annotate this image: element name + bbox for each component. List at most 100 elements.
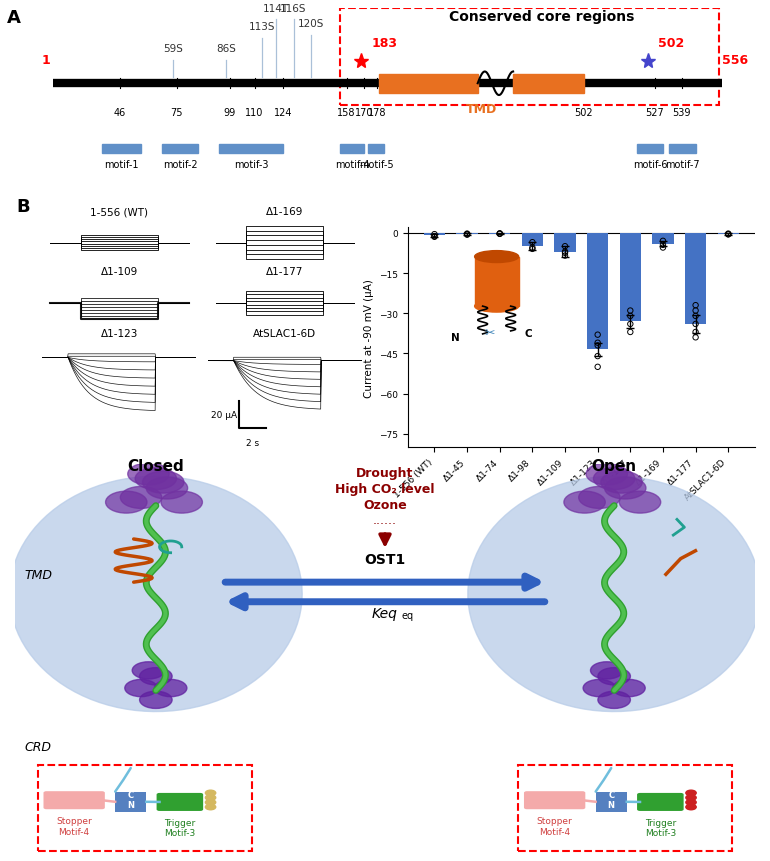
Text: 20 μA: 20 μA (211, 411, 237, 420)
Text: 110: 110 (246, 108, 264, 118)
Text: Stopper
Motif-4: Stopper Motif-4 (56, 816, 92, 836)
Text: N: N (608, 801, 614, 809)
Text: 158: 158 (337, 108, 356, 118)
Text: N: N (450, 332, 460, 343)
Text: 556: 556 (722, 54, 748, 67)
Text: motif-4: motif-4 (335, 160, 370, 170)
Circle shape (125, 679, 157, 697)
Text: 183: 183 (371, 37, 397, 50)
Point (657, 241, 669, 255)
Text: C: C (128, 790, 134, 799)
Bar (596, 791, 627, 812)
Circle shape (120, 486, 162, 509)
Circle shape (142, 472, 184, 493)
Point (461, 228, 474, 242)
Point (591, 337, 604, 350)
Text: Keq: Keq (372, 607, 398, 621)
Circle shape (206, 795, 216, 801)
Point (526, 236, 538, 250)
Point (689, 304, 701, 318)
Text: Conserved core regions: Conserved core regions (449, 10, 634, 24)
Text: OST1: OST1 (364, 552, 406, 566)
Bar (620, 233, 641, 322)
Bar (219, 145, 283, 154)
Point (624, 325, 637, 339)
Point (526, 243, 538, 257)
Point (624, 304, 637, 318)
Point (461, 228, 474, 242)
Text: motif-6: motif-6 (633, 160, 668, 170)
Circle shape (139, 691, 172, 709)
Text: TMD: TMD (466, 102, 497, 115)
Text: 170: 170 (355, 108, 373, 118)
Point (428, 228, 440, 242)
Text: Trigger
Motif-3: Trigger Motif-3 (164, 818, 196, 838)
Bar (518, 765, 732, 851)
Text: High CO₂ level: High CO₂ level (335, 482, 435, 495)
Bar (457, 233, 477, 235)
FancyBboxPatch shape (156, 793, 203, 811)
Point (722, 227, 735, 241)
Text: 46: 46 (114, 108, 126, 118)
Circle shape (206, 790, 216, 796)
Bar (474, 257, 519, 307)
Bar (669, 145, 696, 154)
Point (722, 228, 735, 242)
Text: 1-556 (WT): 1-556 (WT) (90, 207, 149, 217)
Point (689, 299, 701, 313)
Text: Δ1-123: Δ1-123 (101, 329, 138, 339)
Circle shape (128, 463, 169, 486)
Text: Open: Open (591, 459, 637, 474)
Polygon shape (468, 477, 761, 712)
Circle shape (598, 691, 631, 709)
Bar (424, 233, 445, 236)
Text: 527: 527 (645, 108, 665, 118)
Bar (685, 233, 706, 325)
Circle shape (583, 679, 616, 697)
Circle shape (105, 492, 147, 513)
Circle shape (598, 668, 631, 685)
Point (461, 227, 474, 241)
Text: 124: 124 (273, 108, 292, 118)
Text: Closed: Closed (128, 459, 184, 474)
FancyBboxPatch shape (524, 791, 585, 809)
Point (494, 227, 506, 241)
Bar (162, 145, 198, 154)
FancyBboxPatch shape (43, 791, 105, 809)
Bar (340, 9, 718, 106)
Text: motif-1: motif-1 (105, 160, 139, 170)
Point (689, 318, 701, 331)
Point (591, 350, 604, 363)
Circle shape (601, 472, 642, 493)
Circle shape (686, 795, 696, 801)
Point (428, 230, 440, 244)
Text: ✂: ✂ (484, 326, 495, 339)
Circle shape (591, 662, 623, 679)
Point (559, 240, 571, 254)
Point (559, 245, 571, 259)
Circle shape (613, 679, 645, 697)
Circle shape (619, 492, 661, 513)
Bar (522, 233, 543, 247)
Bar (38, 765, 252, 851)
Circle shape (586, 463, 628, 486)
Circle shape (146, 478, 188, 499)
Bar (340, 145, 364, 154)
Text: 86S: 86S (216, 44, 236, 54)
Text: Δ1-177: Δ1-177 (266, 267, 303, 277)
Text: eq: eq (401, 610, 413, 621)
Circle shape (686, 790, 696, 796)
Point (689, 310, 701, 324)
Text: 502: 502 (574, 108, 593, 118)
Bar (379, 75, 477, 93)
Circle shape (579, 486, 620, 509)
Circle shape (564, 492, 605, 513)
Text: AtSLAC1-6D: AtSLAC1-6D (253, 329, 316, 339)
Circle shape (594, 468, 634, 490)
Text: Ozone: Ozone (363, 498, 407, 511)
Circle shape (604, 478, 646, 499)
Point (657, 235, 669, 249)
Point (689, 325, 701, 339)
Bar (513, 75, 584, 93)
Text: motif-2: motif-2 (163, 160, 197, 170)
